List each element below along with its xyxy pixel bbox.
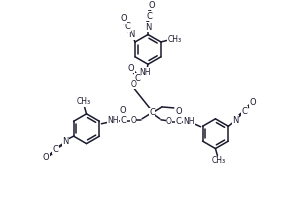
Text: N: N (128, 30, 135, 39)
Text: NH: NH (108, 116, 119, 125)
Text: NH: NH (183, 117, 194, 126)
Text: N: N (145, 23, 151, 32)
Text: O: O (130, 80, 136, 89)
Text: O: O (43, 154, 49, 163)
Text: O: O (166, 117, 172, 126)
Text: C: C (241, 107, 247, 116)
Text: O: O (128, 64, 134, 73)
Text: C: C (125, 22, 131, 31)
Text: N: N (63, 137, 69, 146)
Text: NH: NH (139, 68, 151, 77)
Text: O: O (250, 98, 256, 107)
Text: O: O (130, 116, 136, 125)
Text: CH₃: CH₃ (77, 97, 91, 106)
Text: C: C (53, 144, 59, 154)
Text: N: N (232, 116, 238, 125)
Text: C: C (147, 12, 153, 21)
Text: O: O (176, 107, 182, 116)
Text: O: O (148, 1, 155, 10)
Text: CH₃: CH₃ (168, 35, 182, 45)
Text: C: C (176, 117, 182, 126)
Text: O: O (120, 14, 127, 23)
Text: O: O (120, 106, 127, 115)
Text: C: C (149, 108, 155, 117)
Text: CH₃: CH₃ (211, 156, 226, 165)
Text: C: C (120, 116, 126, 125)
Text: C: C (134, 74, 140, 83)
